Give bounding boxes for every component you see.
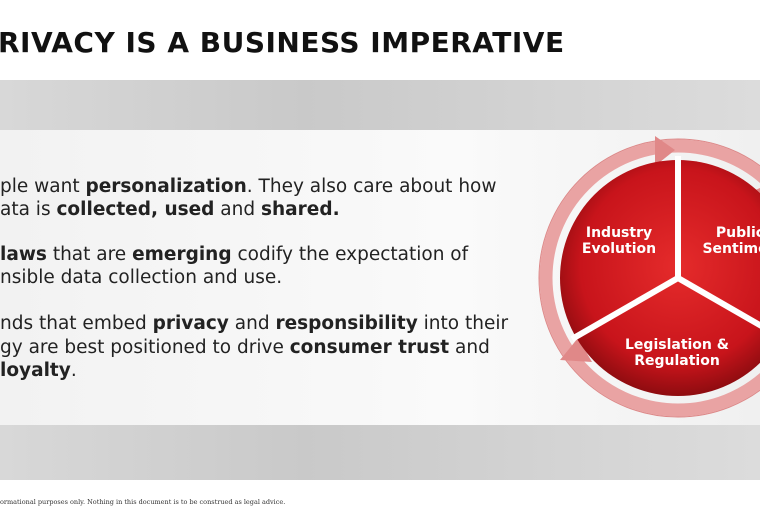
text: nds that embed <box>0 313 153 334</box>
text: codify the expectation of <box>231 244 469 265</box>
text: and <box>214 199 261 220</box>
text: emerging <box>132 244 232 265</box>
text: collected, used <box>56 199 215 220</box>
cycle-ring-edge <box>538 138 760 418</box>
bullet-line: gy are best positioned to drive consumer… <box>0 337 490 358</box>
text: loyalty <box>0 360 71 381</box>
segment-label: Regulation <box>634 353 720 369</box>
segment-label: Industry <box>586 225 652 241</box>
slide-title: RIVACY IS A BUSINESS IMPERATIVE <box>0 26 565 59</box>
disclaimer: ormational purposes only. Nothing in thi… <box>0 498 286 506</box>
network-band <box>0 80 760 130</box>
text: laws <box>0 244 47 265</box>
segment-label: Evolution <box>582 241 656 257</box>
text: into their <box>417 313 509 334</box>
text: ata is <box>0 199 57 220</box>
network-band <box>0 425 760 480</box>
segment-label: Sentimen <box>702 241 760 257</box>
text: that are <box>46 244 133 265</box>
bullet-line: ple want personalization. They also care… <box>0 176 497 197</box>
cycle-core <box>560 160 760 396</box>
text: privacy <box>152 313 229 334</box>
bullet-line: ata is collected, used and shared. <box>0 199 340 220</box>
text: consumer trust <box>289 337 450 358</box>
bullet-line: loyalty. <box>0 360 77 381</box>
text: and <box>228 313 276 334</box>
bullet-line: nsible data collection and use. <box>0 267 282 288</box>
text: gy are best positioned to drive <box>0 337 290 358</box>
text: personalization <box>85 176 247 197</box>
arrowhead <box>560 338 592 362</box>
cycle-ring <box>539 139 760 417</box>
arrowhead <box>655 136 675 166</box>
bullet-line: nds that embed privacy and responsibilit… <box>0 313 508 334</box>
divider <box>676 275 760 329</box>
text: shared. <box>261 199 340 220</box>
divider <box>570 275 680 342</box>
segment-label: Public <box>716 225 760 241</box>
text: . They also care about how <box>246 176 497 197</box>
text: and <box>449 337 490 358</box>
text: responsibility <box>275 313 418 334</box>
segment-label: Legislation & <box>625 337 729 353</box>
text: nsible data collection and use. <box>0 267 283 288</box>
text: . <box>70 360 77 381</box>
text: ple want <box>0 176 86 197</box>
bullet-line: laws that are emerging codify the expect… <box>0 244 468 265</box>
